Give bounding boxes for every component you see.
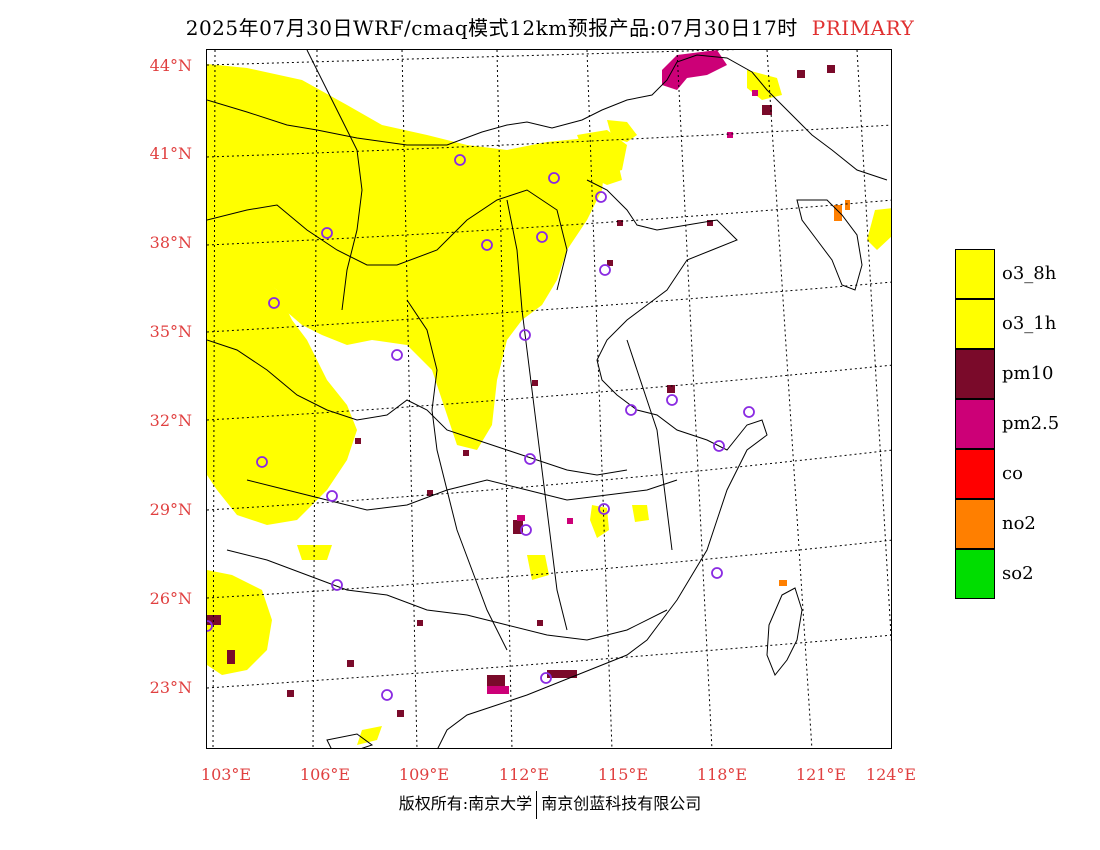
map-title: 2025年07月30日WRF/cmaq模式12km预报产品:07月30日17时 P… — [0, 12, 1100, 41]
legend-label: so2 — [1002, 563, 1034, 584]
o3-area-yn — [297, 545, 332, 560]
footer-right: 南京创蓝科技有限公司 — [541, 794, 702, 813]
map-canvas — [207, 50, 891, 748]
coastline — [437, 179, 768, 748]
lat-label-41: 41°N — [149, 144, 192, 163]
legend-swatch — [955, 249, 995, 299]
lat-label-35: 35°N — [149, 322, 192, 341]
legend-label: pm2.5 — [1002, 413, 1060, 434]
title-tag: PRIMARY — [811, 16, 915, 40]
province-lines-8 — [306, 50, 363, 311]
station-markers — [207, 154, 755, 701]
footer-left: 版权所有:南京大学 — [398, 794, 533, 813]
lat-label-44: 44°N — [149, 56, 192, 75]
o3-area-southwest — [207, 570, 272, 675]
legend-swatch — [955, 549, 995, 599]
lon-label-118: 118°E — [696, 765, 748, 784]
legend-label: co — [1002, 463, 1023, 484]
footer-separator — [536, 790, 538, 819]
legend-label: o3_8h — [1002, 263, 1057, 284]
province-lines-2 — [207, 339, 628, 476]
copyright-footer: 版权所有:南京大学 南京创蓝科技有限公司 — [0, 790, 1100, 819]
taiwan — [766, 587, 803, 676]
o3-area-bohai — [582, 155, 622, 185]
graticule — [207, 50, 891, 748]
boundaries — [207, 50, 888, 748]
o3-area-north — [207, 64, 607, 450]
lat-label-29: 29°N — [149, 500, 192, 519]
province-lines-5 — [406, 299, 508, 651]
title-main: 2025年07月30日WRF/cmaq模式12km预报产品:07月30日17时 — [185, 16, 798, 40]
province-lines-7 — [626, 339, 673, 551]
lon-label-109: 109°E — [398, 765, 450, 784]
lon-label-106: 106°E — [299, 765, 351, 784]
province-lines-3 — [246, 479, 678, 511]
o3-area-ne3 — [867, 208, 891, 250]
lon-label-121: 121°E — [795, 765, 847, 784]
national-border-north — [207, 54, 888, 181]
legend-label: o3_1h — [1002, 313, 1057, 334]
o3-area-coast — [607, 120, 637, 142]
no2-hotspots — [779, 200, 850, 586]
province-lines-1 — [207, 189, 568, 291]
legend-swatch — [955, 299, 995, 349]
lat-label-23: 23°N — [149, 678, 192, 697]
lon-label-103: 103°E — [200, 765, 252, 784]
lat-label-38: 38°N — [149, 233, 192, 252]
province-lines-6 — [506, 199, 568, 631]
map-panel[interactable] — [206, 49, 892, 749]
o3-area-guangdong — [357, 726, 382, 745]
legend-swatch — [955, 499, 995, 549]
lon-label-112: 112°E — [498, 765, 550, 784]
legend-swatch — [955, 449, 995, 499]
o3-area-zj — [632, 505, 649, 522]
lon-label-115: 115°E — [597, 765, 649, 784]
legend-label: pm10 — [1002, 363, 1054, 384]
lat-label-26: 26°N — [149, 589, 192, 608]
korea — [796, 199, 863, 291]
legend-label: no2 — [1002, 513, 1036, 534]
o3-exceedance-areas — [207, 64, 891, 745]
province-lines-4 — [226, 549, 668, 641]
legend-swatch — [955, 399, 995, 449]
o3-area-west — [207, 255, 357, 525]
lon-label-124: 124°E — [865, 765, 917, 784]
legend-swatch — [955, 349, 995, 399]
lat-label-32: 32°N — [149, 411, 192, 430]
o3-area-hunan — [527, 555, 549, 580]
hainan — [326, 733, 374, 748]
